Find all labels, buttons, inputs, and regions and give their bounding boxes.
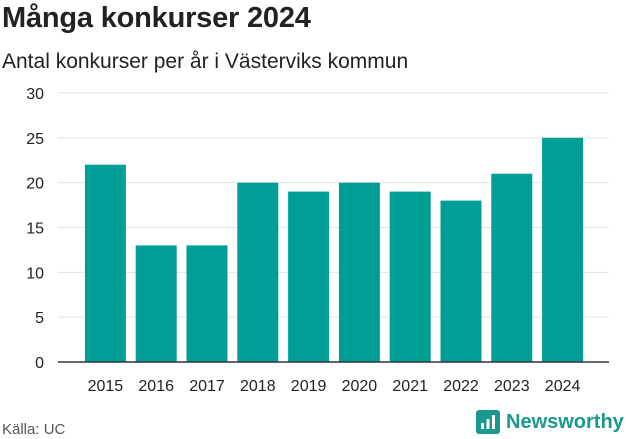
y-axis-ticks: 0 5 10 15 20 25 30 (26, 86, 44, 372)
source-note: Källa: UC (2, 421, 66, 438)
chart-subtitle: Antal konkurser per år i Västerviks komm… (2, 50, 409, 73)
y-tick-label: 20 (26, 176, 44, 193)
x-axis-ticks: 2015 2016 2017 2018 2019 2020 2021 2022 2023 2024 (88, 378, 581, 395)
newsworthy-logo-icon (476, 410, 500, 434)
y-tick-label: 0 (35, 355, 44, 372)
bar (135, 245, 177, 362)
brand-name: Newsworthy (506, 410, 624, 433)
bar (237, 182, 279, 362)
bar (338, 182, 380, 362)
bar (440, 200, 482, 362)
bars (84, 137, 584, 362)
bar (542, 137, 584, 362)
x-tick-label: 2016 (138, 378, 174, 395)
chart-title: Många konkurser 2024 (2, 2, 311, 34)
x-tick-label: 2022 (443, 378, 479, 395)
x-tick-label: 2017 (189, 378, 225, 395)
bar (84, 164, 126, 362)
x-tick-label: 2018 (240, 378, 276, 395)
x-tick-label: 2024 (545, 378, 581, 395)
y-tick-label: 5 (35, 310, 44, 327)
bar (186, 245, 228, 362)
y-tick-label: 15 (26, 221, 44, 238)
bar (491, 173, 533, 362)
y-tick-label: 10 (26, 265, 44, 282)
bar (288, 191, 330, 362)
brand: Newsworthy (476, 408, 624, 436)
bar (389, 191, 431, 362)
x-tick-label: 2019 (291, 378, 327, 395)
y-tick-label: 30 (26, 86, 44, 103)
x-tick-label: 2020 (342, 378, 378, 395)
x-tick-label: 2021 (392, 378, 428, 395)
x-tick-label: 2015 (88, 378, 124, 395)
x-tick-label: 2023 (494, 378, 530, 395)
y-tick-label: 25 (26, 131, 44, 148)
